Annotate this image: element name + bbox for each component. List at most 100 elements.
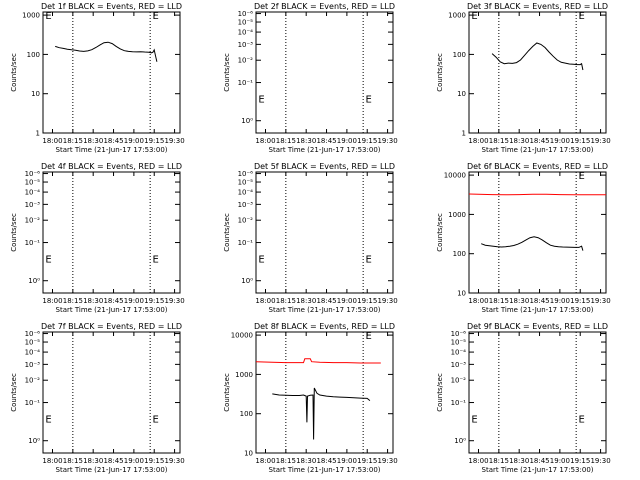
y-tick-label: 10 bbox=[244, 450, 253, 458]
y-tick-label: 10⁻² bbox=[238, 217, 254, 225]
y-axis-label: Counts/sec bbox=[223, 373, 231, 412]
x-tick-label: 18:45 bbox=[103, 137, 123, 145]
y-tick-label: 10⁻² bbox=[238, 57, 254, 65]
x-tick-label: 18:45 bbox=[529, 137, 549, 145]
y-tick-label: 10000 bbox=[444, 172, 466, 180]
y-tick-label: 100 bbox=[453, 250, 466, 258]
x-tick-label: 18:45 bbox=[316, 297, 336, 305]
plot-frame bbox=[255, 171, 394, 294]
y-tick-label: 10⁻¹ bbox=[451, 399, 467, 407]
y-tick-label: 10⁻¹ bbox=[25, 399, 41, 407]
y-tick-label: 10⁻¹ bbox=[25, 239, 41, 247]
x-tick-label: 18:45 bbox=[103, 297, 123, 305]
x-tick-label: 19:00 bbox=[124, 457, 144, 465]
plot-frame bbox=[468, 11, 607, 134]
plot-frame bbox=[255, 331, 394, 454]
lld-series-line bbox=[468, 193, 606, 196]
x-tick-label: 19:30 bbox=[377, 137, 397, 145]
x-axis-label: Start Time (21-Jun-17 17:53:00) bbox=[56, 306, 168, 314]
y-tick-label: 10⁻⁵ bbox=[25, 179, 41, 187]
panel-title: Det 6f BLACK = Events, RED = LLD bbox=[467, 162, 608, 171]
x-tick-label: 18:00 bbox=[468, 137, 488, 145]
x-tick-label: 18:00 bbox=[255, 457, 275, 465]
event-marker: E bbox=[366, 331, 372, 342]
event-marker: E bbox=[258, 254, 264, 265]
y-tick-label: 1000 bbox=[448, 12, 466, 20]
x-tick-label: 19:00 bbox=[337, 457, 357, 465]
event-marker: E bbox=[579, 414, 585, 425]
x-tick-label: 18:30 bbox=[83, 457, 103, 465]
y-axis-label: Counts/sec bbox=[223, 53, 231, 92]
y-tick-label: 10⁻⁴ bbox=[238, 189, 254, 197]
lld-series-line bbox=[255, 358, 381, 364]
plot-frame bbox=[468, 331, 607, 454]
y-tick-label: 10⁻⁵ bbox=[25, 339, 41, 347]
x-tick-label: 18:30 bbox=[509, 137, 529, 145]
y-tick-label: 10 bbox=[31, 90, 40, 98]
y-tick-label: 10⁰ bbox=[454, 437, 466, 445]
x-tick-label: 18:00 bbox=[42, 137, 62, 145]
y-axis-label: Counts/sec bbox=[436, 213, 444, 252]
y-tick-label: 10⁻⁵ bbox=[238, 179, 254, 187]
x-tick-label: 18:45 bbox=[316, 137, 336, 145]
x-tick-label: 18:15 bbox=[63, 137, 83, 145]
y-tick-label: 10⁻⁶ bbox=[238, 10, 254, 18]
x-tick-label: 18:45 bbox=[529, 457, 549, 465]
y-tick-label: 100 bbox=[27, 51, 40, 59]
y-tick-label: 1 bbox=[36, 130, 40, 138]
x-tick-label: 18:15 bbox=[63, 297, 83, 305]
x-tick-label: 18:15 bbox=[63, 457, 83, 465]
x-axis-label: Start Time (21-Jun-17 17:53:00) bbox=[482, 466, 594, 474]
x-tick-label: 19:15 bbox=[144, 457, 164, 465]
y-axis-label: Counts/sec bbox=[10, 213, 18, 252]
event-marker: E bbox=[45, 11, 51, 22]
y-tick-label: 10⁻⁶ bbox=[25, 330, 41, 338]
event-marker: E bbox=[258, 94, 264, 105]
event-marker: E bbox=[366, 94, 372, 105]
y-tick-label: 10⁻⁶ bbox=[451, 330, 467, 338]
x-tick-label: 19:00 bbox=[124, 137, 144, 145]
event-marker: E bbox=[153, 11, 159, 22]
event-marker: E bbox=[579, 11, 585, 22]
x-tick-label: 18:15 bbox=[276, 457, 296, 465]
y-tick-label: 10⁰ bbox=[241, 277, 253, 285]
y-tick-label: 10⁻² bbox=[25, 217, 41, 225]
event-marker: E bbox=[471, 11, 477, 22]
y-tick-label: 10⁰ bbox=[241, 117, 253, 125]
y-tick-label: 10⁻⁶ bbox=[238, 170, 254, 178]
x-tick-label: 18:30 bbox=[83, 297, 103, 305]
x-tick-label: 19:30 bbox=[377, 297, 397, 305]
plot-frame bbox=[255, 11, 394, 134]
x-tick-label: 18:00 bbox=[42, 297, 62, 305]
y-tick-label: 10⁻³ bbox=[25, 201, 41, 209]
x-axis-label: Start Time (21-Jun-17 17:53:00) bbox=[482, 306, 594, 314]
y-tick-label: 1 bbox=[462, 130, 466, 138]
y-tick-label: 10⁻⁵ bbox=[238, 19, 254, 27]
event-marker: E bbox=[366, 254, 372, 265]
event-marker: E bbox=[153, 414, 159, 425]
x-tick-label: 18:00 bbox=[255, 137, 275, 145]
x-tick-label: 19:30 bbox=[164, 457, 184, 465]
x-tick-label: 19:15 bbox=[357, 297, 377, 305]
plot-frame bbox=[42, 171, 181, 294]
y-tick-label: 1000 bbox=[235, 371, 253, 379]
y-tick-label: 10⁻¹ bbox=[238, 239, 254, 247]
x-tick-label: 19:30 bbox=[164, 137, 184, 145]
panel-title: Det 5f BLACK = Events, RED = LLD bbox=[254, 162, 395, 171]
x-tick-label: 18:15 bbox=[489, 457, 509, 465]
y-tick-label: 10⁰ bbox=[28, 437, 40, 445]
y-tick-label: 10⁻⁴ bbox=[451, 349, 467, 357]
y-tick-label: 10⁻² bbox=[451, 377, 467, 385]
x-axis-label: Start Time (21-Jun-17 17:53:00) bbox=[269, 466, 381, 474]
x-tick-label: 18:15 bbox=[276, 137, 296, 145]
y-tick-label: 10⁻⁵ bbox=[451, 339, 467, 347]
x-tick-label: 19:30 bbox=[590, 457, 610, 465]
x-tick-label: 18:30 bbox=[509, 457, 529, 465]
x-tick-label: 18:30 bbox=[296, 457, 316, 465]
